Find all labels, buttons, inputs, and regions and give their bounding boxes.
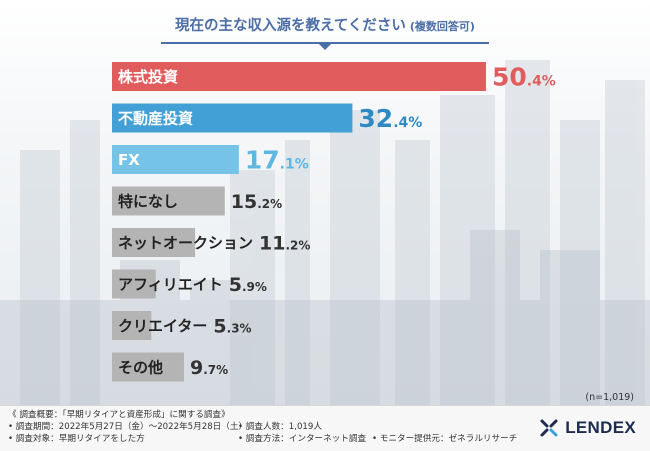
bar-label-5: アフィリエイト xyxy=(118,276,223,294)
bar-label-4: ネットオークション xyxy=(118,234,253,252)
value-label-4: 11.2% xyxy=(259,233,310,255)
value-label-0: 50.4% xyxy=(492,63,556,92)
bar-label-6: クリエイター xyxy=(118,317,207,335)
lendex-logo: LENDEX xyxy=(539,418,636,438)
bar-label-7: その他 xyxy=(118,359,163,377)
chart-title-wrap: 現在の主な収入源を教えてください (複数回答可) xyxy=(0,14,650,50)
value-label-3: 15.2% xyxy=(231,191,282,213)
value-label-1: 32.4% xyxy=(358,104,422,133)
survey-people: • 調査人数：1,019人 xyxy=(238,422,322,432)
bar-1 xyxy=(112,103,353,133)
survey-target: • 調査対象：早期リタイアをした方 xyxy=(8,434,145,444)
sample-size-label: (n=1,019) xyxy=(585,392,634,403)
survey-footer: 《 調査概要：「早期リタイアと資産形成」に関する調査》 • 調査期間：2022年… xyxy=(0,405,650,451)
survey-heading: 《 調査概要：「早期リタイアと資産形成」に関する調査》 xyxy=(8,410,230,420)
bar-chart: 株式投資 50.4% 不動産投資 32.4% FX 17.1% 特になし 15.2% ネットオー… xyxy=(112,62,556,382)
bar-0 xyxy=(112,62,486,91)
bar-label-2: FX xyxy=(118,151,140,169)
bar-2 xyxy=(112,145,239,174)
survey-method: • 調査方法：インターネット調査 xyxy=(238,434,367,444)
lendex-logo-icon xyxy=(540,419,558,437)
bar-label-1: 不動産投資 xyxy=(118,110,193,128)
bar-5 xyxy=(112,269,156,299)
value-label-5: 5.9% xyxy=(229,274,267,296)
value-label-7: 9.7% xyxy=(190,357,228,379)
bar-7 xyxy=(112,352,184,382)
chart-title-sub: (複数回答可) xyxy=(409,20,475,33)
bar-label-0: 株式投資 xyxy=(118,68,178,86)
lendex-logo-text: LENDEX xyxy=(565,418,636,437)
chart-title: 現在の主な収入源を教えてください (複数回答可) xyxy=(161,14,489,50)
survey-period: • 調査期間：2022年5月27日（金）～2022年5月28日（土） xyxy=(8,422,248,432)
chart-title-text: 現在の主な収入源を教えてください xyxy=(175,18,406,34)
survey-monitor: • モニター提供元：ゼネラルリサーチ xyxy=(372,434,518,444)
value-label-6: 5.3% xyxy=(213,316,251,338)
value-label-2: 17.1% xyxy=(245,146,309,175)
bar-4 xyxy=(112,228,196,257)
bar-3 xyxy=(112,186,225,216)
bar-6 xyxy=(112,311,152,340)
bar-label-3: 特になし xyxy=(118,193,178,211)
